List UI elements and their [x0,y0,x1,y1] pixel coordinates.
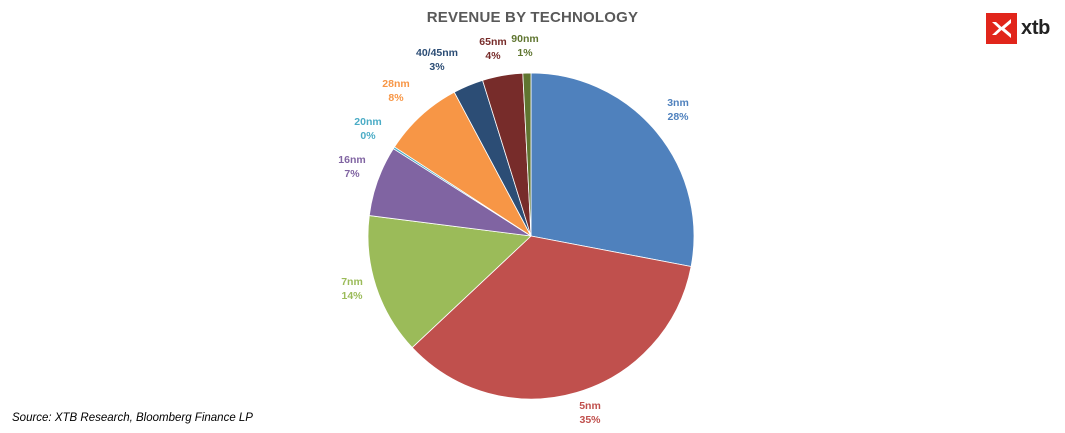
pie-slice-3nm [530,72,695,268]
pie-slice-90nm [522,72,532,237]
slice-name-label: 7nm [341,276,363,288]
xtb-logo: xtb [986,12,1050,44]
slice-value-label: 8% [388,92,404,104]
slice-name-label: 90nm [511,33,538,45]
slice-name-label: 40/45nm [416,47,458,59]
xtb-x-mark-icon [986,12,1017,44]
chart-title: REVENUE BY TECHNOLOGY [426,9,639,26]
slice-value-label: 3% [429,61,445,73]
slice-name-label: 16nm [338,154,365,166]
slice-name-label: 65nm [479,36,506,48]
pie-slice-7nm [367,215,532,349]
slice-name-label: 28nm [382,78,409,90]
slice-value-label: 35% [579,414,601,426]
slice-name-label: 20nm [354,116,381,128]
xtb-logo-text: xtb [1021,16,1051,39]
slice-value-label: 4% [485,50,501,62]
source-note: Source: XTB Research, Bloomberg Finance … [12,412,253,424]
pie-slice-5nm [411,235,692,400]
slice-value-label: 14% [341,290,363,302]
slice-value-label: 1% [517,47,533,59]
slice-name-label: 3nm [667,97,689,109]
slice-value-label: 0% [360,130,376,142]
slice-value-label: 28% [667,111,689,123]
slice-name-label: 5nm [579,400,601,412]
slice-value-label: 7% [344,168,360,180]
